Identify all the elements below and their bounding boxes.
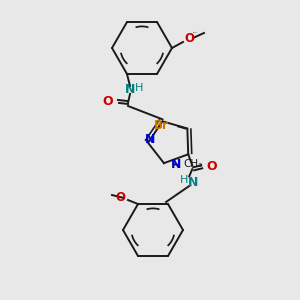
Text: O: O (102, 95, 113, 109)
Text: N: N (171, 158, 181, 171)
Text: methyl: methyl (193, 32, 198, 33)
Text: O: O (115, 190, 125, 203)
Text: O: O (206, 160, 217, 173)
Text: N: N (145, 133, 155, 146)
Text: Br: Br (154, 119, 168, 132)
Text: H: H (135, 83, 143, 93)
Text: N: N (125, 83, 135, 97)
Text: CH₃: CH₃ (183, 159, 202, 169)
Text: N: N (188, 176, 198, 189)
Text: O: O (184, 32, 194, 44)
Text: H: H (180, 175, 188, 185)
